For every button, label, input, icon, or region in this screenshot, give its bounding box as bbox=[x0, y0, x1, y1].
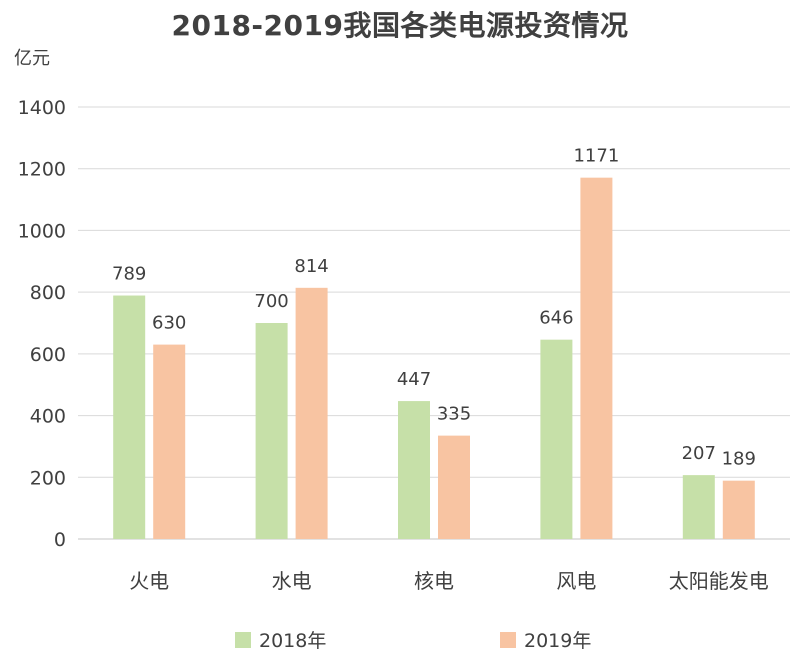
y-tick-label-400: 400 bbox=[30, 406, 66, 428]
data-label-2019年-水电: 814 bbox=[294, 256, 328, 277]
legend: 2018年 2019年 bbox=[0, 626, 800, 656]
category-label-火电: 火电 bbox=[129, 569, 169, 593]
legend-item-2019: 2019年 bbox=[500, 626, 591, 653]
bar-chart: 0 200 400 600 800 1000 1200 1400 789 630 700 814 44… bbox=[18, 97, 790, 593]
legend-swatch-2019 bbox=[500, 631, 516, 648]
bar-2018年-火电 bbox=[113, 295, 146, 539]
bars bbox=[113, 177, 755, 540]
legend-item-2018: 2018年 bbox=[235, 626, 326, 653]
data-label-2018年-火电: 789 bbox=[112, 264, 146, 285]
y-tick-label-0: 0 bbox=[54, 529, 66, 551]
category-label-风电: 风电 bbox=[556, 569, 596, 593]
grid-layer bbox=[78, 106, 790, 540]
y-tick-labels: 0 200 400 600 800 1000 1200 1400 bbox=[18, 97, 66, 551]
bar-2018年-核电 bbox=[398, 401, 430, 539]
data-label-2018年-风电: 646 bbox=[539, 308, 573, 329]
data-label-2019年-火电: 630 bbox=[152, 313, 186, 334]
bar-2018年-水电 bbox=[255, 323, 288, 539]
y-tick-label-1200: 1200 bbox=[18, 159, 66, 181]
y-tick-label-1000: 1000 bbox=[18, 220, 66, 242]
bar-2018年-太阳能发电 bbox=[682, 475, 715, 539]
bar-2019年-太阳能发电 bbox=[722, 480, 755, 539]
bar-2018年-风电 bbox=[540, 339, 573, 539]
data-label-2019年-核电: 335 bbox=[437, 404, 471, 425]
y-tick-label-200: 200 bbox=[30, 467, 66, 489]
data-labels: 789 630 700 814 447 335 646 1171 207 189 bbox=[112, 146, 756, 470]
bar-2019年-火电 bbox=[153, 344, 186, 539]
category-label-太阳能发电: 太阳能发电 bbox=[669, 569, 769, 593]
data-label-2018年-太阳能发电: 207 bbox=[682, 443, 716, 464]
legend-swatch-2018 bbox=[235, 631, 251, 648]
bar-2019年-核电 bbox=[438, 435, 470, 539]
legend-label-2018: 2018年 bbox=[259, 630, 327, 652]
bar-2019年-水电 bbox=[295, 287, 328, 539]
y-tick-label-1400: 1400 bbox=[18, 97, 66, 119]
category-label-核电: 核电 bbox=[414, 569, 454, 593]
chart-title: 2018-2019我国各类电源投资情况 bbox=[171, 9, 629, 42]
legend-label-2019: 2019年 bbox=[524, 630, 592, 652]
category-label-水电: 水电 bbox=[272, 569, 312, 593]
data-label-2019年-太阳能发电: 189 bbox=[722, 449, 756, 470]
data-label-2018年-水电: 700 bbox=[254, 291, 288, 312]
data-label-2018年-核电: 447 bbox=[397, 369, 431, 390]
data-label-2019年-风电: 1171 bbox=[573, 146, 619, 167]
bar-2019年-风电 bbox=[580, 177, 613, 540]
y-tick-label-600: 600 bbox=[30, 344, 66, 366]
category-labels: 火电 水电 核电 风电 太阳能发电 bbox=[129, 569, 769, 593]
y-axis-unit-label: 亿元 bbox=[14, 48, 50, 69]
y-tick-label-800: 800 bbox=[30, 282, 66, 304]
